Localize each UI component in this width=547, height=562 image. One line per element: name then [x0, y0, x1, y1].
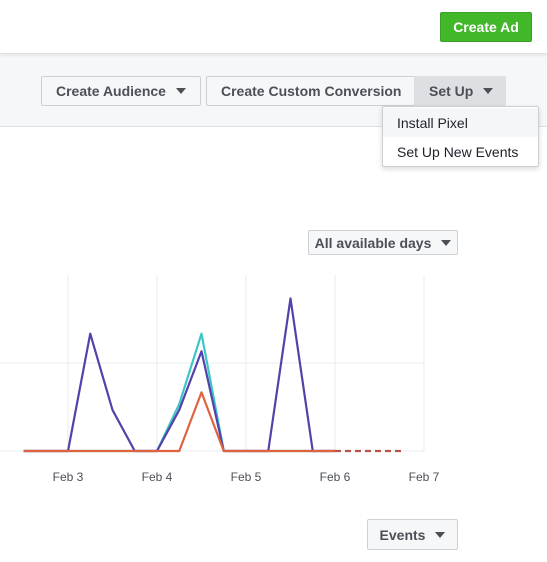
x-tick-label: Feb 6 [320, 470, 351, 484]
events-filter-button[interactable]: Events [367, 519, 458, 550]
create-custom-conversion-label: Create Custom Conversion [221, 83, 402, 99]
menu-item-install-pixel[interactable]: Install Pixel [383, 108, 538, 137]
caret-down-icon [175, 88, 186, 94]
top-bar: Create Ad [0, 0, 547, 54]
events-line-chart: Feb 3 Feb 4 Feb 5 Feb 6 Feb 7 [0, 275, 440, 484]
create-ad-button[interactable]: Create Ad [440, 12, 532, 42]
set-up-dropdown-menu: Install Pixel Set Up New Events [382, 106, 539, 167]
menu-item-set-up-new-events[interactable]: Set Up New Events [397, 143, 519, 160]
create-custom-conversion-button[interactable]: Create Custom Conversion [206, 76, 417, 106]
date-range-label: All available days [314, 234, 432, 251]
caret-down-icon [441, 239, 452, 246]
set-up-button[interactable]: Set Up [414, 76, 506, 106]
x-tick-label: Feb 7 [409, 470, 440, 484]
x-tick-label: Feb 3 [53, 470, 84, 484]
toolbar: Create Audience Create Custom Conversion… [0, 55, 547, 127]
create-audience-button[interactable]: Create Audience [41, 76, 201, 106]
date-range-select[interactable]: All available days [308, 230, 458, 255]
create-audience-label: Create Audience [56, 83, 166, 99]
caret-down-icon [483, 88, 494, 94]
x-tick-label: Feb 5 [231, 470, 262, 484]
set-up-label: Set Up [429, 83, 474, 99]
series-line-2 [23, 391, 335, 453]
series-line-1 [23, 297, 335, 453]
events-filter-label: Events [379, 526, 426, 543]
caret-down-icon [435, 531, 446, 538]
x-tick-label: Feb 4 [142, 470, 173, 484]
